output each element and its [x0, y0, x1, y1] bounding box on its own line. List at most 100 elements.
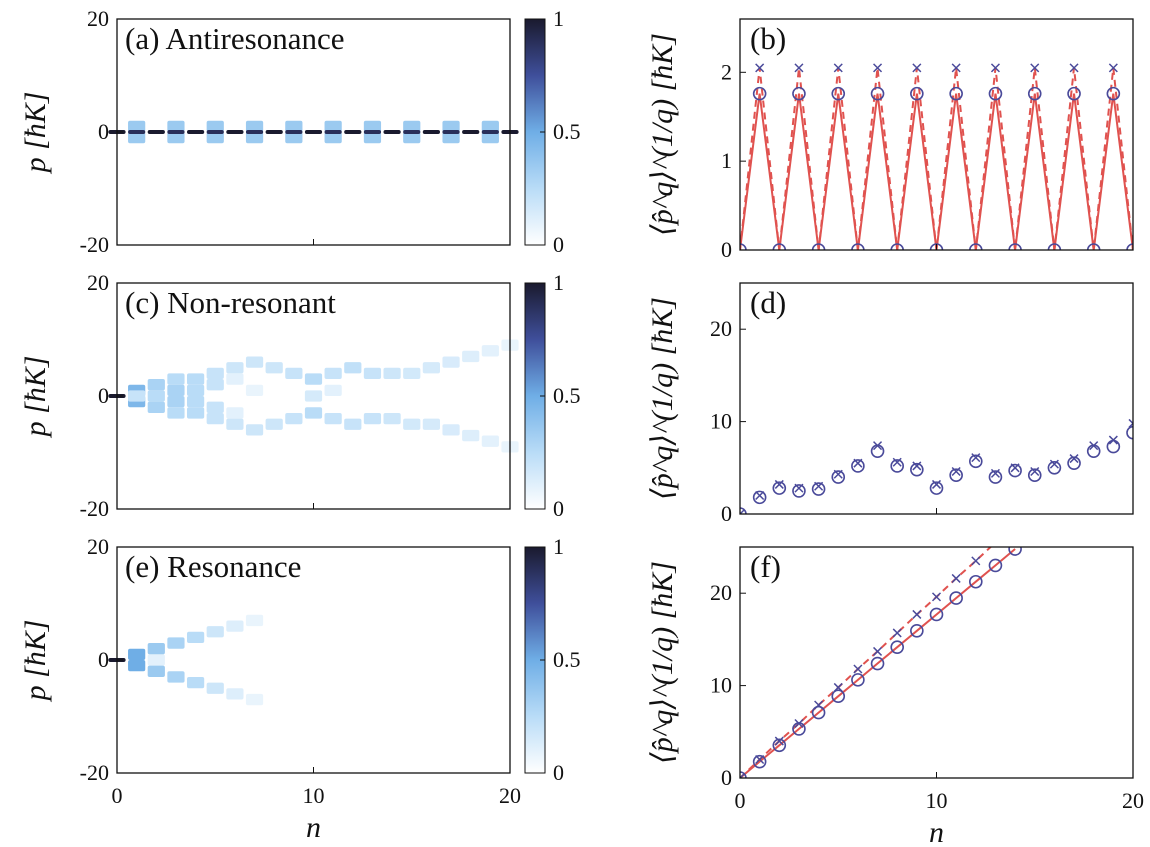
circle-marker [949, 86, 963, 101]
heat-cell [245, 132, 264, 144]
cross-marker [912, 609, 922, 619]
heat-cell [324, 120, 342, 132]
circle-marker [752, 490, 767, 505]
y-tick-label: 20 [710, 580, 732, 605]
circle-marker [772, 243, 787, 250]
heat-cell [363, 412, 382, 425]
cross-marker [833, 63, 843, 73]
heat-cell [186, 373, 205, 385]
cross-marker [794, 63, 804, 73]
x-tick-label: 20 [499, 783, 521, 808]
cross-marker [1089, 441, 1099, 451]
circle-marker [792, 484, 806, 498]
heatmap-panel-0: 20 0 -20 (a) Antiresonance p [ħK] 1 0.5 0 [19, 6, 581, 257]
cross-marker [1108, 435, 1118, 445]
heat-cell [226, 620, 244, 632]
heat-cell [226, 130, 244, 134]
heat-cell [481, 132, 499, 144]
plot-frame [739, 282, 1134, 515]
heat-cell [186, 384, 205, 396]
heat-cell [128, 660, 146, 672]
y-tick-label: 0 [721, 501, 732, 526]
y-tick-label: 2 [721, 59, 732, 84]
heat-cell [462, 429, 480, 442]
circle-marker [929, 607, 944, 622]
cross-marker [740, 509, 745, 514]
heat-cell [363, 130, 382, 134]
heat-cell [481, 130, 499, 134]
circle-marker [870, 444, 885, 458]
plot-content [740, 547, 1022, 778]
plot-area [117, 547, 510, 773]
circle-marker [1027, 468, 1042, 482]
circle-marker [969, 243, 983, 250]
cross-marker [774, 479, 784, 489]
cross-marker [1108, 63, 1118, 73]
heat-cell [167, 671, 185, 683]
cross-marker [971, 556, 981, 566]
heat-cell [324, 130, 342, 134]
y-axis-label: ⟨p̂^q⟩^(1/q) [ħK] [646, 33, 679, 236]
heat-cell [324, 384, 342, 396]
heat-cell [442, 356, 460, 368]
circle-marker [988, 86, 1003, 101]
heat-cell [206, 401, 224, 413]
circle-marker [1008, 547, 1022, 556]
heat-cell [304, 407, 323, 419]
heat-cell [186, 676, 205, 689]
heat-cell [324, 132, 342, 144]
plot-frame [739, 546, 1134, 779]
heat-cell [344, 362, 362, 374]
y-tick-label: 0 [98, 383, 109, 408]
cross-marker [755, 490, 765, 501]
cross-marker [853, 458, 863, 468]
y-tick-label: 20 [87, 6, 109, 31]
cross-marker [814, 700, 824, 710]
cross-marker [1069, 63, 1079, 73]
y-tick-label: 1 [721, 148, 732, 173]
y-tick-label: 0 [98, 647, 109, 672]
heat-cell [324, 412, 342, 425]
cross-marker [873, 63, 883, 73]
heat-cell [285, 130, 303, 134]
heat-cell [462, 130, 480, 134]
circle-marker [949, 591, 963, 605]
heat-cell [167, 407, 185, 419]
plot-frame [739, 18, 1134, 251]
y-tick-label: 10 [710, 409, 732, 434]
heat-cell [167, 132, 185, 144]
plot-content [740, 418, 1133, 514]
circle-marker [929, 481, 944, 495]
circle-marker [988, 558, 1003, 573]
circle-marker [968, 574, 983, 589]
heat-cell [442, 424, 460, 436]
heat-cell [285, 367, 303, 380]
y-tick-label: -20 [80, 760, 109, 785]
circle-marker [1086, 243, 1101, 250]
heat-cell [363, 120, 382, 132]
y-tick-label: -20 [80, 496, 109, 521]
circle-marker [1086, 444, 1101, 458]
y-axis-label-text: p [ħK] [19, 620, 52, 703]
heat-cell [422, 362, 441, 374]
heat-cell [167, 130, 185, 134]
y-axis-label-text: ⟨p̂^q⟩^(1/q) [ħK] [646, 561, 679, 764]
heat-cell [245, 693, 264, 706]
circle-marker [910, 462, 924, 477]
heat-cell [206, 379, 224, 391]
heat-cell [167, 396, 185, 408]
heat-cell [226, 418, 244, 430]
heat-cell [206, 682, 224, 694]
y-axis-label: ⟨p̂^q⟩^(1/q) [ħK] [646, 297, 679, 500]
circle-marker [772, 481, 787, 495]
x-tick-label: 10 [303, 783, 325, 808]
cross-marker [971, 453, 981, 463]
heat-cell [403, 418, 421, 430]
heat-cell [167, 384, 185, 396]
heat-cell [285, 120, 303, 132]
heat-cell [265, 130, 283, 134]
circle-marker [1008, 243, 1022, 250]
heat-cell [147, 654, 165, 666]
heat-cell [206, 626, 224, 638]
